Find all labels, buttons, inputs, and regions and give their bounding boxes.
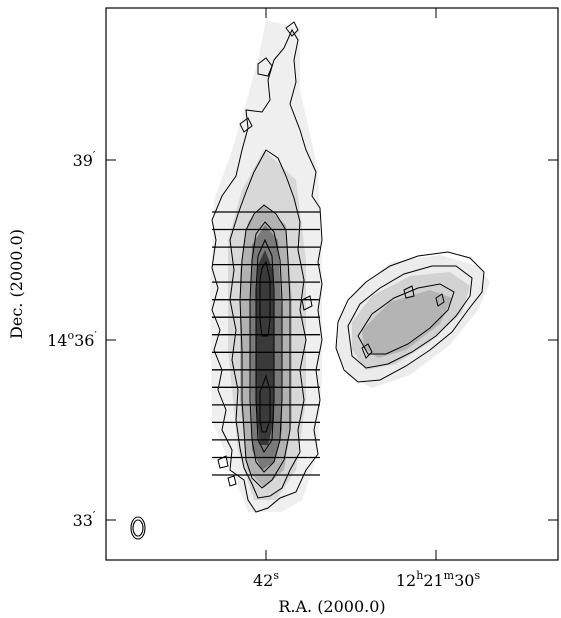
frame-ticks: [106, 8, 558, 560]
companion-galaxy-contours: [335, 251, 485, 383]
companion-galaxy-emission: [336, 255, 490, 388]
plot-frame: [105, 7, 559, 561]
y-tick-label-14d36: 14o36′: [47, 329, 97, 350]
x-axis-title: R.A. (2000.0): [278, 597, 385, 616]
y-tick-label-33: 33′: [73, 509, 96, 530]
edge-on-galaxy-emission: [210, 20, 322, 512]
y-tick-label-39: 39′: [73, 149, 96, 170]
beam-ellipse: [130, 516, 146, 540]
y-axis-title: Dec. (2000.0): [7, 229, 26, 339]
x-tick-label-42s: 42s: [253, 569, 279, 590]
x-tick-label-12h21m30s: 12h21m30s: [396, 569, 481, 590]
slice-lines: [212, 211, 320, 476]
